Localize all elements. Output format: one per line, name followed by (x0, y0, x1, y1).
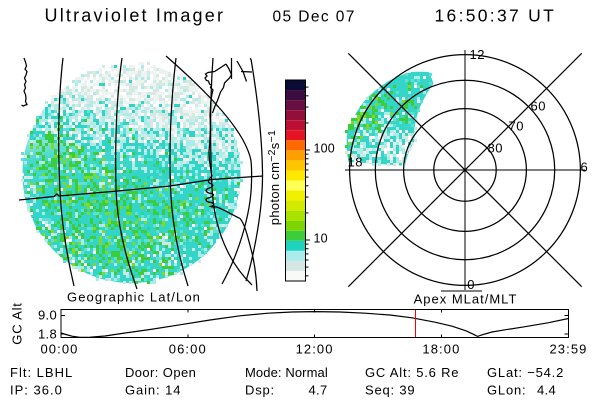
svg-text:Geographic Lat/Lon: Geographic Lat/Lon (67, 290, 201, 305)
svg-text:05 Dec 07: 05 Dec 07 (273, 9, 356, 26)
svg-text:80: 80 (488, 141, 503, 156)
svg-text:12: 12 (470, 47, 485, 62)
svg-text:Mode: Normal: Mode: Normal (245, 365, 328, 380)
svg-text:12:00: 12:00 (296, 342, 334, 357)
svg-text:1.8: 1.8 (38, 327, 57, 342)
svg-text:23:59: 23:59 (549, 342, 587, 357)
svg-text:18:00: 18:00 (422, 342, 460, 357)
svg-text:Gain: 14: Gain: 14 (125, 383, 181, 398)
svg-text:Door: Open: Door: Open (125, 365, 196, 380)
svg-text:6: 6 (581, 160, 588, 175)
svg-text:GLat: −54.2: GLat: −54.2 (487, 365, 564, 380)
svg-text:16:50:37 UT: 16:50:37 UT (435, 6, 557, 26)
svg-text:GC Alt: 5.6 Re: GC Alt: 5.6 Re (365, 365, 459, 380)
svg-text:Apex MLat/MLT: Apex MLat/MLT (414, 292, 518, 307)
svg-text:Dsp:: Dsp: (245, 383, 275, 398)
svg-text:Flt: LBHL: Flt: LBHL (10, 365, 73, 380)
svg-text:4.7: 4.7 (309, 383, 328, 398)
svg-text:GC Alt: GC Alt (10, 302, 25, 344)
svg-text:10: 10 (314, 231, 328, 245)
svg-text:4.4: 4.4 (537, 383, 556, 398)
svg-text:18: 18 (348, 155, 363, 170)
svg-text:06:00: 06:00 (169, 342, 207, 357)
svg-text:0: 0 (467, 277, 474, 292)
svg-text:Ultraviolet Imager: Ultraviolet Imager (45, 6, 226, 26)
svg-text:60: 60 (531, 99, 546, 114)
svg-text:00:00: 00:00 (40, 342, 78, 357)
svg-text:photon cm−2s−1: photon cm−2s−1 (266, 130, 282, 225)
svg-text:70: 70 (509, 119, 524, 134)
svg-text:GLon:: GLon: (487, 383, 526, 398)
svg-text:9.0: 9.0 (38, 308, 57, 323)
svg-text:IP: 36.0: IP: 36.0 (10, 383, 63, 398)
svg-text:Seq: 39: Seq: 39 (365, 383, 415, 398)
svg-text:100: 100 (314, 141, 335, 155)
